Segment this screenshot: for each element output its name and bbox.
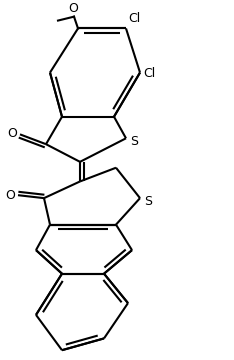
Text: O: O <box>5 189 15 202</box>
Text: S: S <box>130 135 138 148</box>
Text: O: O <box>68 2 78 15</box>
Text: O: O <box>7 127 17 140</box>
Text: Cl: Cl <box>128 13 140 26</box>
Text: S: S <box>144 194 152 208</box>
Text: Cl: Cl <box>143 67 155 80</box>
